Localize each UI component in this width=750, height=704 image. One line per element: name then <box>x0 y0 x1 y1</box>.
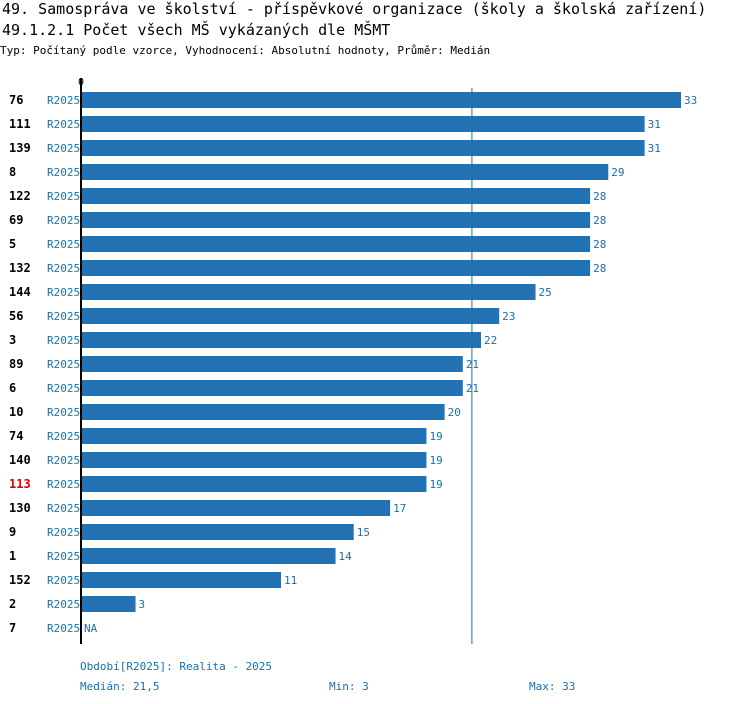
series-label: R2025 <box>47 622 80 635</box>
category-label: 139 <box>9 141 31 155</box>
bar <box>81 380 463 396</box>
page-title: 49. Samospráva ve školství - příspěvkové… <box>2 0 707 18</box>
value-label: 11 <box>284 574 297 587</box>
value-label: 19 <box>429 478 442 491</box>
category-label: 89 <box>9 357 23 371</box>
value-label: 21 <box>466 382 479 395</box>
value-label: 28 <box>593 262 606 275</box>
value-label: 25 <box>539 286 552 299</box>
bar <box>81 452 427 468</box>
series-label: R2025 <box>47 502 80 515</box>
category-label: 2 <box>9 597 16 611</box>
value-label: 15 <box>357 526 370 539</box>
category-label: 56 <box>9 309 23 323</box>
bar <box>81 572 281 588</box>
series-label: R2025 <box>47 166 80 179</box>
value-label: 29 <box>611 166 624 179</box>
value-label: 31 <box>648 142 661 155</box>
bar <box>81 428 427 444</box>
chart-type-line: Typ: Počítaný podle vzorce, Vyhodnocení:… <box>0 44 491 57</box>
category-label: 1 <box>9 549 16 563</box>
category-label: 74 <box>9 429 23 443</box>
bar <box>81 596 136 612</box>
bar <box>81 164 609 180</box>
chart-title: 49.1.2.1 Počet všech MŠ vykázaných dle M… <box>2 21 391 39</box>
bar <box>81 260 591 276</box>
value-label: 28 <box>593 190 606 203</box>
category-label: 140 <box>9 453 31 467</box>
bar <box>81 236 591 252</box>
value-label: 28 <box>593 238 606 251</box>
series-label: R2025 <box>47 286 80 299</box>
series-label: R2025 <box>47 214 80 227</box>
value-label: 31 <box>648 118 661 131</box>
category-label: 130 <box>9 501 31 515</box>
value-label: 19 <box>429 430 442 443</box>
series-label: R2025 <box>47 526 80 539</box>
category-label: 6 <box>9 381 16 395</box>
footer-median: Medián: 21,5 <box>80 680 160 693</box>
bar <box>81 188 591 204</box>
value-label: 19 <box>429 454 442 467</box>
bar <box>81 356 463 372</box>
bar <box>81 500 391 516</box>
series-label: R2025 <box>47 574 80 587</box>
series-label: R2025 <box>47 190 80 203</box>
bar <box>81 140 645 156</box>
bar <box>81 308 500 324</box>
series-label: R2025 <box>47 94 80 107</box>
bar <box>81 524 354 540</box>
bar <box>81 476 427 492</box>
value-label: 20 <box>448 406 461 419</box>
value-label: 17 <box>393 502 406 515</box>
value-label: 33 <box>684 94 697 107</box>
series-label: R2025 <box>47 382 80 395</box>
value-label: 28 <box>593 214 606 227</box>
category-label: 76 <box>9 93 23 107</box>
series-label: R2025 <box>47 238 80 251</box>
value-label: 14 <box>339 550 353 563</box>
series-label: R2025 <box>47 334 80 347</box>
series-label: R2025 <box>47 454 80 467</box>
bar <box>81 332 481 348</box>
value-label: 22 <box>484 334 497 347</box>
series-label: R2025 <box>47 310 80 323</box>
category-label: 10 <box>9 405 23 419</box>
category-label: 9 <box>9 525 16 539</box>
bar <box>81 548 336 564</box>
series-label: R2025 <box>47 598 80 611</box>
series-label: R2025 <box>47 262 80 275</box>
series-label: R2025 <box>47 142 80 155</box>
footer-max: Max: 33 <box>529 680 576 693</box>
category-label: 113 <box>9 477 31 491</box>
bar <box>81 404 445 420</box>
series-label: R2025 <box>47 358 80 371</box>
series-label: R2025 <box>47 406 80 419</box>
series-label: R2025 <box>47 430 80 443</box>
footer-period: Období[R2025]: Realita - 2025 <box>80 660 273 673</box>
value-label: NA <box>84 622 98 635</box>
value-label: 3 <box>139 598 146 611</box>
category-label: 3 <box>9 333 16 347</box>
series-label: R2025 <box>47 118 80 131</box>
category-label: 8 <box>9 165 16 179</box>
bar <box>81 284 536 300</box>
series-label: R2025 <box>47 478 80 491</box>
category-label: 132 <box>9 261 31 275</box>
footer-min: Min: 3 <box>329 680 369 693</box>
series-label: R2025 <box>47 550 80 563</box>
category-label: 69 <box>9 213 23 227</box>
category-label: 152 <box>9 573 31 587</box>
category-label: 111 <box>9 117 31 131</box>
bar <box>81 116 645 132</box>
value-label: 21 <box>466 358 479 371</box>
category-label: 122 <box>9 189 31 203</box>
category-label: 144 <box>9 285 31 299</box>
bar <box>81 92 681 108</box>
value-label: 23 <box>502 310 515 323</box>
bar <box>81 212 591 228</box>
category-label: 5 <box>9 237 16 251</box>
category-label: 7 <box>9 621 16 635</box>
